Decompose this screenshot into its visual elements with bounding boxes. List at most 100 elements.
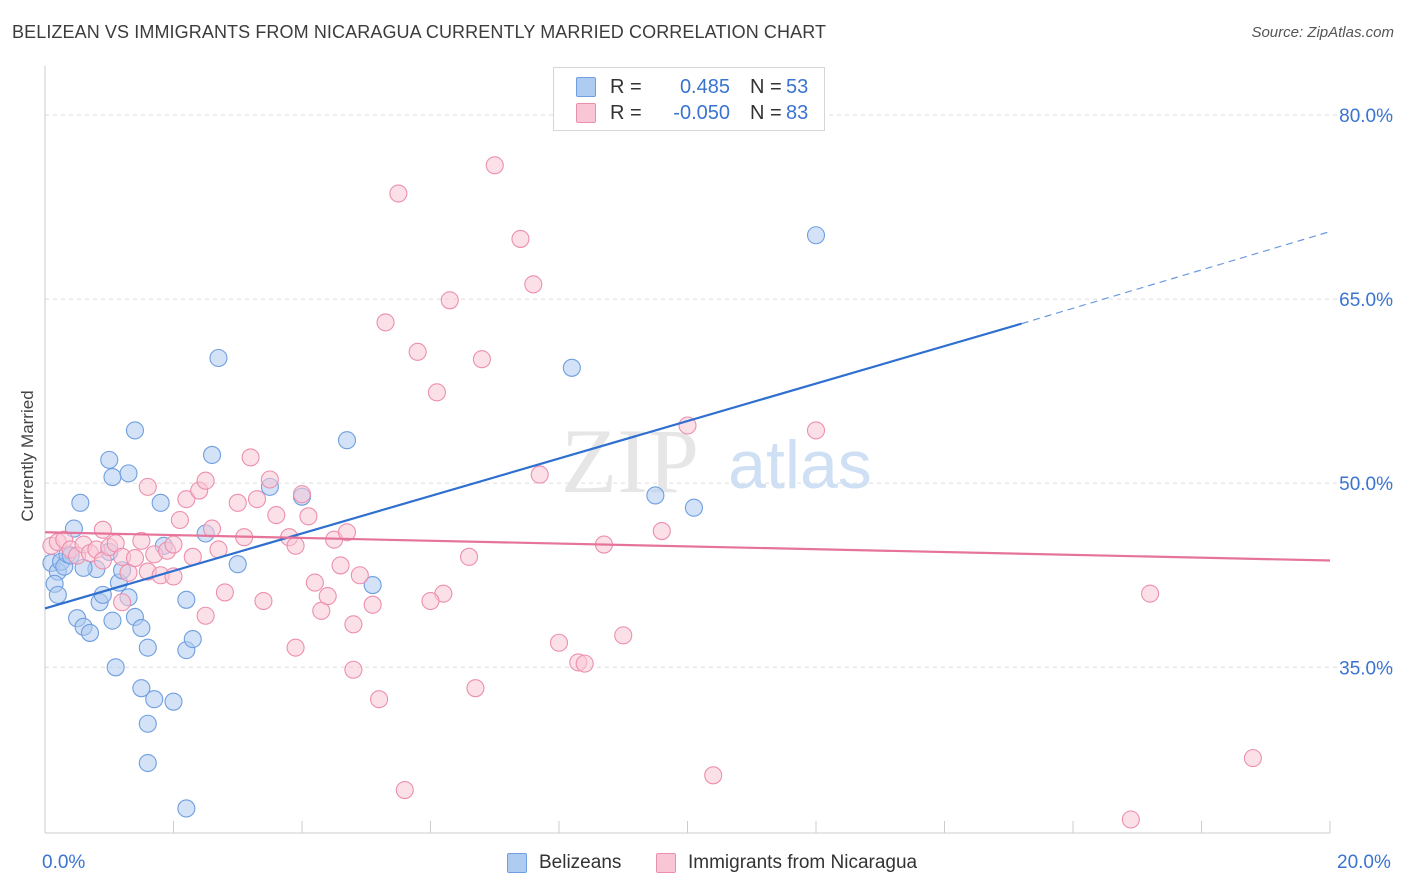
data-point	[260, 470, 279, 489]
y-tick-labels: 35.0% 50.0% 65.0% 80.0%	[1339, 106, 1393, 679]
data-point	[485, 156, 504, 175]
data-point	[549, 633, 569, 652]
axes	[44, 66, 1331, 834]
data-point	[318, 587, 337, 606]
belizeans-points	[42, 226, 826, 818]
watermark-zip: ZIP	[561, 410, 699, 512]
data-point	[459, 547, 479, 566]
watermark: ZIP atlas	[561, 410, 872, 512]
y-tick-label: 80.0%	[1339, 106, 1393, 127]
data-point	[80, 623, 100, 642]
data-point	[331, 556, 350, 575]
data-point	[408, 342, 427, 361]
y-tick-label: 50.0%	[1339, 474, 1393, 495]
x-tick-label-max: 20.0%	[1337, 852, 1391, 873]
data-point	[103, 611, 122, 630]
data-point	[646, 486, 665, 505]
data-point	[363, 576, 382, 595]
trend-line-extension	[1021, 230, 1331, 325]
series-legend: Belizeans Immigrants from Nicaragua	[0, 852, 1406, 876]
series-legend-label: Immigrants from Nicaragua	[688, 852, 918, 873]
data-point	[241, 448, 260, 467]
series-legend-belizeans: Belizeans	[507, 852, 621, 874]
data-point	[177, 590, 196, 609]
data-point	[530, 465, 549, 484]
trend-lines	[44, 230, 1331, 610]
data-point	[164, 535, 183, 554]
data-point	[228, 493, 247, 512]
data-point	[292, 485, 312, 504]
data-point	[177, 799, 196, 818]
data-point	[575, 654, 594, 673]
data-point	[511, 229, 530, 248]
data-point	[337, 523, 357, 542]
data-point	[376, 313, 395, 332]
legend-r-label: R =	[610, 101, 642, 124]
data-point	[196, 471, 215, 490]
data-point	[138, 638, 157, 657]
data-point	[113, 593, 132, 612]
legend-n-value: 83	[786, 101, 809, 124]
data-point	[254, 591, 273, 611]
data-point	[440, 291, 459, 310]
legend-swatch-belizeans	[576, 77, 596, 97]
legend-n-value: 53	[786, 75, 809, 98]
y-tick-label: 35.0%	[1339, 658, 1393, 679]
series-swatch-belizeans	[507, 853, 527, 873]
legend-row-nicaragua: R = -0.050 N = 83	[576, 101, 808, 125]
data-point	[48, 585, 67, 604]
data-point	[286, 638, 305, 657]
data-point	[132, 531, 151, 550]
data-point	[203, 519, 222, 538]
data-point	[1141, 584, 1160, 603]
data-point	[151, 493, 170, 512]
trend-line	[44, 531, 1331, 562]
legend-n-label: N =	[750, 75, 782, 98]
data-point	[119, 464, 138, 483]
data-point	[299, 507, 318, 526]
series-legend-nicaragua: Immigrants from Nicaragua	[656, 852, 917, 874]
data-point	[177, 490, 196, 509]
data-point	[704, 766, 723, 785]
legend-r-label: R =	[610, 75, 642, 98]
data-point	[145, 690, 164, 709]
series-legend-label: Belizeans	[539, 852, 622, 873]
data-point	[106, 658, 125, 677]
data-point	[125, 421, 144, 440]
data-point	[1243, 749, 1262, 768]
data-point	[344, 660, 363, 679]
data-point	[370, 690, 389, 709]
legend-r-value: -0.050	[673, 101, 730, 124]
data-point	[466, 679, 485, 698]
data-point	[389, 184, 408, 203]
trend-line	[44, 322, 1022, 610]
data-point	[132, 618, 151, 638]
data-point	[196, 606, 215, 625]
data-point	[806, 421, 826, 440]
data-point	[344, 615, 363, 634]
data-point	[138, 753, 157, 773]
data-point	[203, 445, 222, 465]
data-point	[125, 549, 144, 568]
data-point	[337, 431, 357, 450]
data-point	[103, 467, 122, 487]
source-label: Source: ZipAtlas.com	[1251, 24, 1394, 41]
data-point	[267, 506, 286, 525]
data-point	[138, 714, 157, 733]
series-swatch-nicaragua	[656, 853, 676, 873]
legend-swatch-nicaragua	[576, 103, 596, 123]
data-point	[1121, 810, 1140, 829]
data-point	[395, 780, 414, 800]
legend-n-label: N =	[750, 101, 782, 124]
data-point	[350, 566, 369, 585]
correlation-legend: R = 0.485 N = 53 R = -0.050 N = 83	[553, 67, 825, 131]
data-point	[215, 583, 234, 602]
data-point	[652, 522, 671, 541]
data-point	[684, 498, 703, 517]
data-point	[472, 350, 491, 369]
data-point	[138, 477, 157, 496]
data-point	[132, 679, 151, 698]
grid-lines	[45, 114, 1395, 668]
data-point	[71, 493, 90, 512]
legend-row-belizeans: R = 0.485 N = 53	[576, 75, 808, 99]
